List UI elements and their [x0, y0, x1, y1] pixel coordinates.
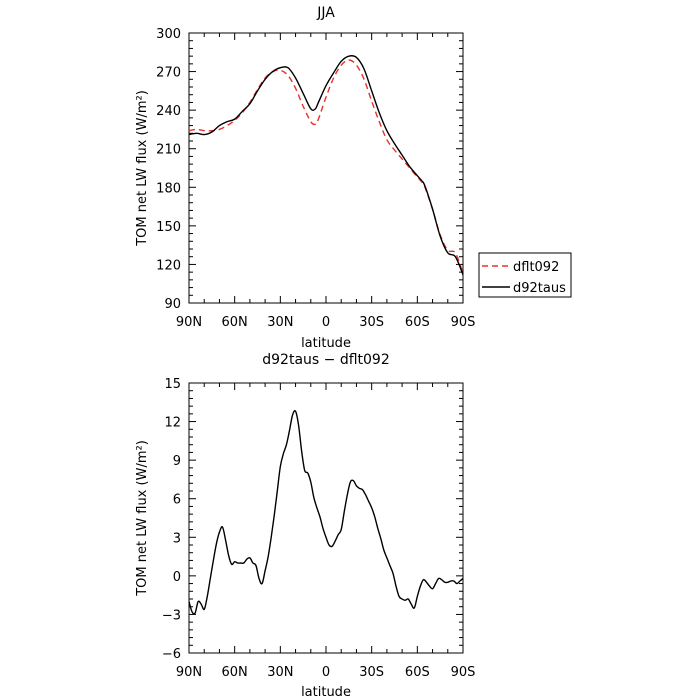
panel-bottom: d92taus − dflt092 −6 −3 0 3 6 9 12 15 90N 60N 30N… [135, 352, 475, 700]
bottom-y-tick-label: 3 [173, 531, 181, 546]
top-ticks [188, 32, 464, 304]
top-series-group [188, 55, 464, 275]
bottom-y-tick-label: 12 [164, 416, 181, 431]
panel-top: JJA 90 120 150 180 210 240 270 300 90N 60N 30N 0 30… [135, 5, 572, 351]
top-chart-title: JJA [316, 5, 335, 21]
series-line-difference [188, 410, 464, 615]
bottom-x-axis-label: latitude [301, 685, 351, 700]
series-line-d92taus [188, 55, 464, 275]
bottom-x-tick-label: 0 [322, 665, 330, 680]
top-y-tick-label: 240 [156, 104, 181, 119]
top-x-tick-label: 30N [267, 315, 293, 330]
top-x-tick-label: 60N [222, 315, 248, 330]
bottom-x-tick-label: 30S [359, 665, 384, 680]
bottom-x-tick-label: 60S [405, 665, 430, 680]
series-line-dflt092 [188, 59, 464, 274]
top-x-tick-label: 90N [176, 315, 202, 330]
top-y-tick-label: 210 [156, 143, 181, 158]
bottom-y-axis-label: TOM net LW flux (W/m²) [135, 440, 150, 597]
bottom-x-tick-label: 30N [267, 665, 293, 680]
legend-label-d92taus: d92taus [513, 281, 566, 296]
top-x-axis-label: latitude [301, 336, 351, 351]
bottom-x-tick-labels: 90N 60N 30N 0 30S 60S 90S [176, 665, 476, 680]
top-plot-frame [188, 32, 464, 304]
bottom-y-tick-label: 9 [173, 454, 181, 469]
bottom-series-group [188, 410, 464, 615]
legend-box [478, 252, 572, 298]
top-y-tick-labels: 90 120 150 180 210 240 270 300 [156, 27, 181, 312]
top-x-tick-labels: 90N 60N 30N 0 30S 60S 90S [176, 315, 476, 330]
bottom-x-tick-label: 90N [176, 665, 202, 680]
bottom-plot-frame [188, 382, 464, 654]
bottom-chart-title: d92taus − dflt092 [262, 352, 389, 368]
top-y-tick-label: 90 [164, 297, 181, 312]
bottom-y-tick-label: −6 [162, 647, 181, 662]
top-y-tick-label: 180 [156, 181, 181, 196]
top-y-tick-label: 150 [156, 220, 181, 235]
bottom-x-tick-label: 60N [222, 665, 248, 680]
top-x-tick-label: 90S [451, 315, 476, 330]
bottom-ticks [188, 382, 464, 654]
bottom-y-tick-label: −3 [162, 608, 181, 623]
top-y-tick-label: 300 [156, 27, 181, 42]
bottom-x-tick-label: 90S [451, 665, 476, 680]
legend: dflt092 d92taus [478, 252, 572, 298]
bottom-y-tick-labels: −6 −3 0 3 6 9 12 15 [162, 377, 181, 662]
top-y-tick-label: 120 [156, 258, 181, 273]
top-x-tick-label: 0 [322, 315, 330, 330]
legend-label-dflt092: dflt092 [513, 260, 559, 275]
top-x-tick-label: 30S [359, 315, 384, 330]
top-y-axis-label: TOM net LW flux (W/m²) [135, 90, 150, 247]
top-x-tick-label: 60S [405, 315, 430, 330]
bottom-y-tick-label: 0 [173, 570, 181, 585]
bottom-y-tick-label: 15 [164, 377, 181, 392]
bottom-y-tick-label: 6 [173, 493, 181, 508]
top-y-tick-label: 270 [156, 66, 181, 81]
